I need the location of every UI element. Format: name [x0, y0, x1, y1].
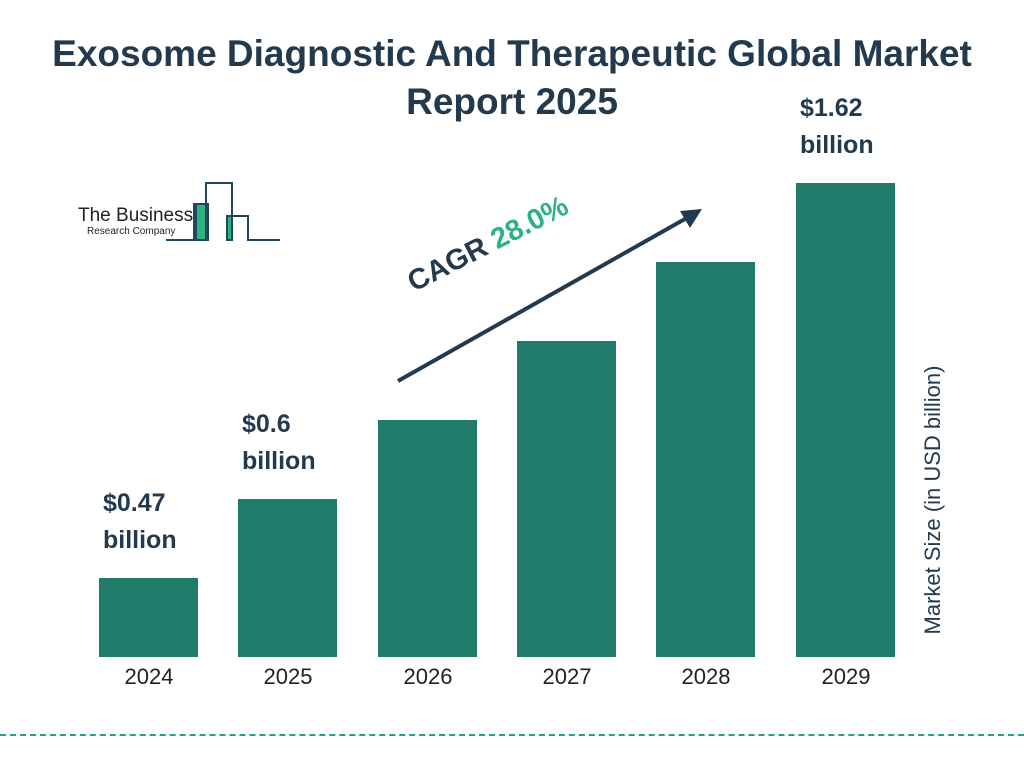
x-tick-label: 2024: [124, 664, 174, 689]
y-axis-label: Market Size (in USD billion): [920, 365, 945, 635]
logo-buildings-icon: [166, 182, 280, 241]
data-label: $0.47 billion: [103, 485, 177, 559]
bar-2025: [238, 499, 337, 657]
data-label-line: billion: [800, 131, 874, 159]
data-label: $0.6 billion: [242, 406, 316, 480]
data-label-line: billion: [103, 526, 177, 554]
data-label: $1.62 billion: [800, 90, 874, 164]
data-label-line: $1.62: [800, 94, 863, 122]
x-tick-label: 2028: [681, 664, 731, 689]
x-tick-label: 2025: [263, 664, 313, 689]
x-tick-label: 2026: [403, 664, 453, 689]
data-label-line: billion: [242, 447, 316, 475]
logo-text-line1: The Business: [78, 205, 194, 226]
logo-text-line2: Research Company: [87, 226, 176, 237]
chart-title: Exosome Diagnostic And Therapeutic Globa…: [52, 33, 972, 122]
x-tick-label: 2029: [821, 664, 871, 689]
x-tick-label: 2027: [542, 664, 592, 689]
bar-2027: [517, 341, 616, 657]
bar-2029: [796, 183, 895, 657]
data-label-line: $0.6: [242, 410, 291, 438]
bar-2028: [656, 262, 755, 657]
data-label-line: $0.47: [103, 489, 166, 517]
bar-2024: [99, 578, 198, 657]
bar-2026: [378, 420, 477, 657]
footer-divider: [0, 734, 1024, 736]
